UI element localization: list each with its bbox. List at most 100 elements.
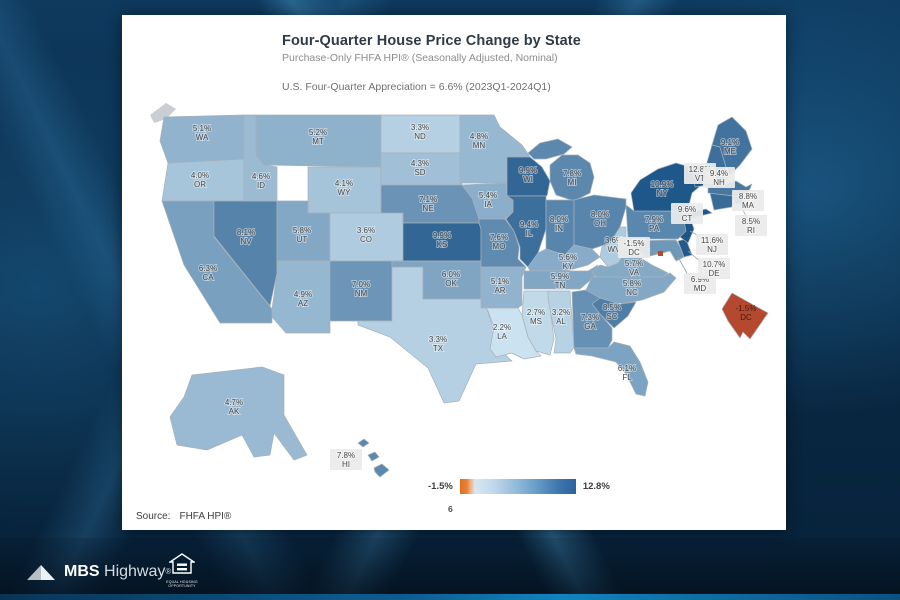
us-choropleth-map: 5.1%WA4.0%OR6.3%CA8.1%NV4.6%ID5.2%MT4.1%… xyxy=(150,103,769,478)
svg-text:3.3%: 3.3% xyxy=(411,123,429,132)
state-label-tn: 5.9%TN xyxy=(550,271,570,291)
state-label-tx: 3.3%TX xyxy=(428,334,448,354)
svg-text:-1.5%: -1.5% xyxy=(624,239,645,248)
state-shape-hi xyxy=(357,438,390,478)
state-label-ks: 9.9%KS xyxy=(432,230,452,250)
svg-text:RI: RI xyxy=(747,226,755,235)
state-me xyxy=(711,116,753,176)
state-label-ca: 6.3%CA xyxy=(198,263,218,283)
state-shape-nc xyxy=(585,272,677,305)
canada-landmass xyxy=(150,103,176,123)
state-label-nj: 11.6%NJ xyxy=(696,234,728,255)
state-label-sd: 4.3%SD xyxy=(410,158,430,178)
svg-text:IA: IA xyxy=(484,200,492,209)
state-shape-mt xyxy=(255,114,382,168)
svg-text:AR: AR xyxy=(494,286,505,295)
state-label-ok: 6.0%OK xyxy=(441,269,461,289)
svg-text:OR: OR xyxy=(194,180,206,189)
svg-text:9.9%: 9.9% xyxy=(433,231,451,240)
svg-text:NE: NE xyxy=(422,204,433,213)
svg-text:10.9%: 10.9% xyxy=(651,180,674,189)
svg-text:7.6%: 7.6% xyxy=(490,233,508,242)
svg-text:5.2%: 5.2% xyxy=(309,128,327,137)
state-label-ri: 8.5%RI xyxy=(735,215,767,236)
svg-text:5.9%: 5.9% xyxy=(551,272,569,281)
state-mo xyxy=(478,218,527,268)
svg-text:9.4%: 9.4% xyxy=(710,169,728,178)
svg-text:UT: UT xyxy=(297,235,308,244)
mbs-highway-logo: MBS Highway® xyxy=(26,562,171,582)
brand-text: MBS Highway® xyxy=(64,563,171,581)
state-label-ia: 5.4%IA xyxy=(478,190,498,210)
svg-text:NC: NC xyxy=(626,288,638,297)
state-dc xyxy=(721,292,769,340)
svg-text:6.1%: 6.1% xyxy=(618,364,636,373)
svg-text:NY: NY xyxy=(656,189,668,198)
equal-housing-icon xyxy=(167,553,197,574)
state-label-ne: 7.1%NE xyxy=(418,194,438,214)
state-mt xyxy=(255,114,382,168)
state-shape-ak xyxy=(169,366,308,461)
svg-text:WV: WV xyxy=(608,245,622,254)
state-shape-dc-small xyxy=(658,251,663,256)
svg-text:4.0%: 4.0% xyxy=(191,171,209,180)
svg-text:VT: VT xyxy=(695,174,705,183)
svg-text:7.8%: 7.8% xyxy=(337,451,355,460)
label-leader-line xyxy=(677,256,689,276)
svg-text:MA: MA xyxy=(742,201,755,210)
svg-text:MD: MD xyxy=(694,284,707,293)
state-label-wi: 9.9%WI xyxy=(518,165,538,185)
state-label-hi: 7.8%HI xyxy=(330,449,362,470)
state-label-va: 5.7%VA xyxy=(624,258,644,278)
us-appreciation-note: U.S. Four-Quarter Appreciation = 6.6% (2… xyxy=(282,81,551,93)
svg-text:MO: MO xyxy=(493,242,506,251)
svg-text:8.1%: 8.1% xyxy=(237,228,255,237)
state-hi xyxy=(357,438,390,478)
svg-text:4.9%: 4.9% xyxy=(294,290,312,299)
svg-text:12.8%: 12.8% xyxy=(689,165,712,174)
svg-text:3.6%: 3.6% xyxy=(357,226,375,235)
chart-title: Four-Quarter House Price Change by State xyxy=(282,33,581,49)
svg-text:4.6%: 4.6% xyxy=(252,172,270,181)
svg-text:5.1%: 5.1% xyxy=(491,277,509,286)
svg-text:KS: KS xyxy=(437,240,448,249)
svg-text:7.3%: 7.3% xyxy=(581,313,599,322)
state-nc xyxy=(585,272,677,305)
svg-text:LA: LA xyxy=(497,332,507,341)
state-label-pa: 7.9%PA xyxy=(644,214,664,234)
state-label-la: 2.2%LA xyxy=(492,322,512,342)
svg-text:NJ: NJ xyxy=(707,245,717,254)
chart-subtitle: Purchase-Only FHFA HPI® (Seasonally Adju… xyxy=(282,52,558,64)
svg-text:SC: SC xyxy=(606,312,617,321)
color-legend: -1.5% 12.8% xyxy=(428,479,610,494)
svg-text:HI: HI xyxy=(342,460,350,469)
svg-text:GA: GA xyxy=(584,322,596,331)
svg-text:WI: WI xyxy=(523,175,533,184)
svg-text:CO: CO xyxy=(360,235,372,244)
svg-text:TN: TN xyxy=(555,281,566,290)
svg-text:6.3%: 6.3% xyxy=(199,264,217,273)
source-line: Source: FHFA HPI® xyxy=(136,511,231,522)
svg-text:10.7%: 10.7% xyxy=(703,260,726,269)
svg-text:VA: VA xyxy=(629,268,640,277)
state-shape-al xyxy=(547,290,575,354)
state-label-mi: 7.8%MI xyxy=(562,168,582,188)
chart-slide-card: Four-Quarter House Price Change by State… xyxy=(122,15,786,530)
state-label-fl: 6.1%FL xyxy=(617,363,637,383)
svg-text:MT: MT xyxy=(312,137,324,146)
svg-text:9.9%: 9.9% xyxy=(519,166,537,175)
svg-text:CT: CT xyxy=(682,214,693,223)
svg-text:TX: TX xyxy=(433,344,444,353)
state-label-sc: 8.5%SC xyxy=(602,302,622,322)
footer-strip: MBS Highway® EQUAL HOUSING OPPORTUNITY xyxy=(0,538,900,600)
svg-text:3.2%: 3.2% xyxy=(552,308,570,317)
svg-text:MI: MI xyxy=(568,178,577,187)
state-label-co: 3.6%CO xyxy=(356,225,376,245)
state-label-ma: 8.8%MA xyxy=(732,190,764,211)
brand-rest: Highway xyxy=(99,563,166,580)
legend-min-label: -1.5% xyxy=(428,481,453,492)
svg-text:NV: NV xyxy=(240,237,252,246)
svg-text:2.2%: 2.2% xyxy=(493,323,511,332)
state-label-id: 4.6%ID xyxy=(251,171,271,191)
state-label-nv: 8.1%NV xyxy=(236,227,256,247)
